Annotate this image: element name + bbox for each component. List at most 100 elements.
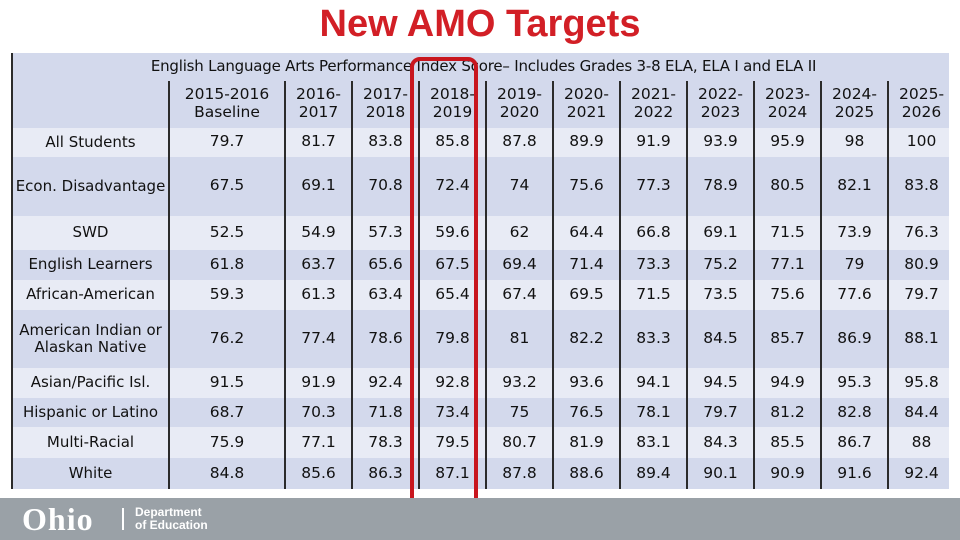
value-cell: 81 [487, 310, 552, 368]
value-cell: 59.3 [170, 279, 284, 311]
year-header-top: 2019- [496, 85, 543, 104]
value-cell: 79.7 [889, 279, 949, 311]
row-label: American Indian or Alaskan Native [13, 310, 168, 368]
value-cell: 93.9 [688, 127, 753, 157]
table-row: Asian/Pacific Isl. 91.5 91.9 92.4 92.8 93.2 93… [13, 367, 949, 398]
amo-targets-table: English Language Arts Performance Index … [11, 53, 949, 489]
value-cell: 71.5 [755, 216, 820, 250]
value-cell: 76.2 [170, 310, 284, 368]
amo-targets-table-container: English Language Arts Performance Index … [11, 53, 949, 489]
value-cell: 88 [889, 427, 949, 459]
value-cell: 84.3 [688, 427, 753, 459]
value-cell: 98 [822, 127, 887, 157]
year-header-cell: 2015-2016 Baseline [170, 80, 284, 128]
value-cell: 93.6 [554, 367, 619, 398]
year-header-bottom: 2018 [365, 103, 406, 122]
value-cell: 82.1 [822, 156, 887, 217]
value-cell: 77.4 [286, 310, 351, 368]
value-cell: 91.5 [170, 367, 284, 398]
value-cell: 91.6 [822, 458, 887, 489]
row-label: Multi-Racial [13, 427, 168, 459]
year-header-bottom: 2024 [767, 103, 808, 122]
value-cell: 75.6 [755, 279, 820, 311]
table-row: White 84.8 85.6 86.3 87.1 87.8 88.6 89.4 90.1 90.… [13, 458, 949, 489]
row-label: Hispanic or Latino [13, 397, 168, 428]
value-cell: 52.5 [170, 216, 284, 250]
year-header-bottom: 2019 [432, 103, 473, 122]
year-header-cell: 2022- 2023 [688, 80, 753, 128]
value-cell: 80.9 [889, 249, 949, 280]
table-row: American Indian or Alaskan Native 76.2 77.… [13, 310, 949, 368]
value-cell: 100 [889, 127, 949, 157]
value-cell: 75.6 [554, 156, 619, 217]
header-empty-cell [13, 80, 168, 128]
value-cell: 83.1 [621, 427, 686, 459]
value-cell: 85.5 [755, 427, 820, 459]
value-cell: 91.9 [621, 127, 686, 157]
row-label: Econ. Disadvantage [13, 156, 168, 217]
year-header-cell: 2016- 2017 [286, 80, 351, 128]
value-cell: 76.5 [554, 397, 619, 428]
value-cell: 71.5 [621, 279, 686, 311]
year-header-cell: 2024- 2025 [822, 80, 887, 128]
value-cell: 61.8 [170, 249, 284, 280]
value-cell: 87.8 [487, 127, 552, 157]
year-header-top: 2017- [362, 85, 409, 104]
value-cell: 77.1 [755, 249, 820, 280]
table-row: English Learners 61.8 63.7 65.6 67.5 69.4 71.4… [13, 249, 949, 280]
value-cell: 90.1 [688, 458, 753, 489]
year-header-top: 2022- [697, 85, 744, 104]
value-cell: 84.8 [170, 458, 284, 489]
year-header-cell: 2021- 2022 [621, 80, 686, 128]
row-label: All Students [13, 127, 168, 157]
row-label: English Learners [13, 249, 168, 280]
value-cell: 81.7 [286, 127, 351, 157]
subtitle-row: English Language Arts Performance Index … [13, 53, 949, 81]
year-header-top: 2024- [831, 85, 878, 104]
year-header-cell: 2019- 2020 [487, 80, 552, 128]
value-cell: 70.3 [286, 397, 351, 428]
year-header-bottom: 2021 [566, 103, 607, 122]
table-row: Econ. Disadvantage 67.5 69.1 70.8 72.4 74 75.6… [13, 156, 949, 217]
year-header-cell: 2025- 2026 [889, 80, 949, 128]
value-cell: 83.3 [621, 310, 686, 368]
value-cell: 75.9 [170, 427, 284, 459]
year-header-bottom: 2017 [298, 103, 339, 122]
value-cell: 74 [487, 156, 552, 217]
value-cell: 85.7 [755, 310, 820, 368]
year-header-bottom: 2025 [834, 103, 875, 122]
value-cell: 88.1 [889, 310, 949, 368]
value-cell: 82.2 [554, 310, 619, 368]
table-row: African-American 59.3 61.3 63.4 65.4 67.4 69.5… [13, 279, 949, 311]
year-header-cell: 2017- 2018 [353, 80, 418, 128]
year-header-row: 2015-2016 Baseline 2016- 2017 2017- 2018 2018-… [13, 80, 949, 128]
value-cell: 79 [822, 249, 887, 280]
value-cell: 77.6 [822, 279, 887, 311]
value-cell: 57.3 [353, 216, 418, 250]
row-label: African-American [13, 279, 168, 311]
year-header-bottom: 2026 [901, 103, 942, 122]
value-cell: 91.9 [286, 367, 351, 398]
value-cell: 68.7 [170, 397, 284, 428]
dept-line-1: Department [135, 505, 202, 519]
year-header-top: 2015-2016 [184, 85, 270, 104]
table-row: All Students 79.7 81.7 83.8 85.8 87.8 89.9 91.9… [13, 127, 949, 157]
value-cell: 61.3 [286, 279, 351, 311]
value-cell: 63.4 [353, 279, 418, 311]
value-cell: 93.2 [487, 367, 552, 398]
value-cell: 69.5 [554, 279, 619, 311]
value-cell: 78.1 [621, 397, 686, 428]
value-cell: 64.4 [554, 216, 619, 250]
value-cell: 95.3 [822, 367, 887, 398]
value-cell: 79.7 [170, 127, 284, 157]
row-label: White [13, 458, 168, 489]
value-cell: 75 [487, 397, 552, 428]
value-cell: 86.9 [822, 310, 887, 368]
table-row: Hispanic or Latino 68.7 70.3 71.8 73.4 75 76.5… [13, 397, 949, 428]
value-cell: 95.9 [755, 127, 820, 157]
year-header-bottom: 2020 [499, 103, 540, 122]
logo-separator [122, 508, 124, 530]
value-cell: 69.1 [286, 156, 351, 217]
year-header-top: 2016- [295, 85, 342, 104]
value-cell: 81.9 [554, 427, 619, 459]
